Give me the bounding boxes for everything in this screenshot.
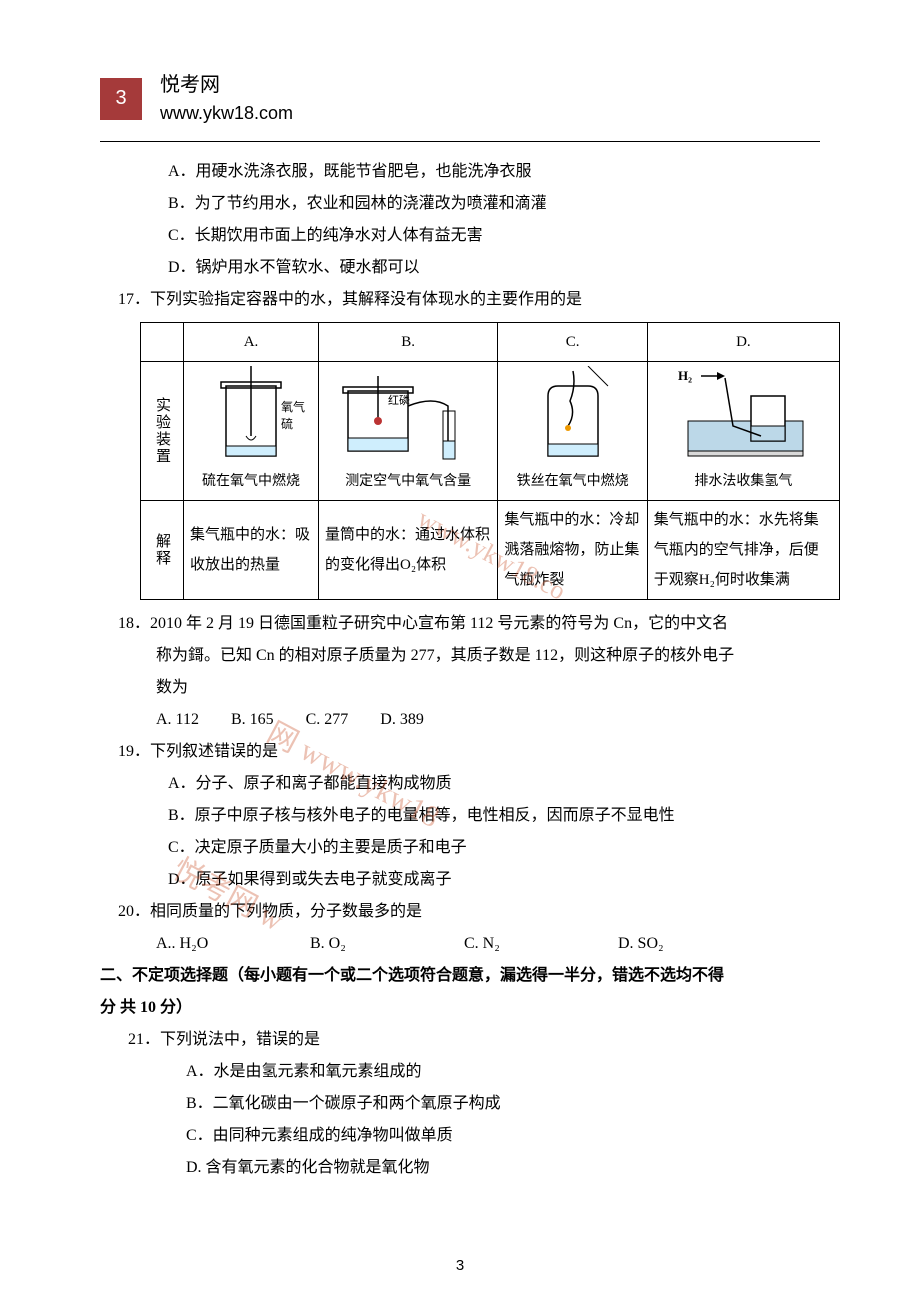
q17-table-wrap: A. B. C. D. 实验装置 氧气 硫 硫在 xyxy=(100,322,820,600)
q19-options: A．分子、原子和离子都能直接构成物质 B．原子中原子核与核外电子的电量相等，电性… xyxy=(100,768,820,896)
option-c: C．由同种元素组成的纯净物叫做单质 xyxy=(186,1120,820,1152)
q17-table: A. B. C. D. 实验装置 氧气 硫 硫在 xyxy=(140,322,840,600)
col-header-c: C. xyxy=(498,323,647,362)
svg-text:红磷: 红磷 xyxy=(388,394,410,407)
q21-stem: 21．下列说法中，错误的是 xyxy=(100,1024,820,1056)
diagram-cell-d: H₂ 排水法收集氢气 xyxy=(647,362,839,501)
site-info: 悦考网 www.ykw18.com xyxy=(160,70,293,127)
q17-stem: 17．下列实验指定容器中的水，其解释没有体现水的主要作用的是 xyxy=(100,284,820,316)
oxygen-measure-icon: 红磷 xyxy=(333,366,483,466)
diagram-cell-a: 氧气 硫 硫在氧气中燃烧 xyxy=(184,362,319,501)
q18-options: A. 112 B. 165 C. 277 D. 389 xyxy=(100,704,820,736)
caption-b: 测定空气中氧气含量 xyxy=(325,466,491,496)
option-c: C. N₂ xyxy=(464,928,614,960)
option-b: B. O₂ xyxy=(310,928,460,960)
option-d: D. 含有氧元素的化合物就是氧化物 xyxy=(186,1152,820,1184)
option-d: D. SO₂ xyxy=(618,928,664,960)
row-header-explain: 解释 xyxy=(141,501,184,600)
hydrogen-collect-icon: H₂ xyxy=(673,366,813,466)
diagram-cell-b: 红磷 测定空气中氧气含量 xyxy=(319,362,498,501)
col-header-b: B. xyxy=(319,323,498,362)
explain-a: 集气瓶中的水：吸收放出的热量 xyxy=(184,501,319,600)
svg-text:硫: 硫 xyxy=(281,416,293,431)
option-a: A．水是由氢元素和氧元素组成的 xyxy=(186,1056,820,1088)
table-corner xyxy=(141,323,184,362)
q18-stem-line1: 18．2010 年 2 月 19 日德国重粒子研究中心宣布第 112 号元素的符… xyxy=(100,608,820,640)
q20-stem: 20．相同质量的下列物质，分子数最多的是 xyxy=(100,896,820,928)
svg-text:氧气: 氧气 xyxy=(281,399,305,414)
option-b: B．为了节约用水，农业和园林的浇灌改为喷灌和滴灌 xyxy=(168,188,820,220)
q18-stem-line3: 数为 xyxy=(100,672,820,704)
diagram-cell-c: 铁丝在氧气中燃烧 xyxy=(498,362,647,501)
q21-options: A．水是由氢元素和氧元素组成的 B．二氧化碳由一个碳原子和两个氧原子构成 C．由… xyxy=(100,1056,820,1184)
option-c: C．决定原子质量大小的主要是质子和电子 xyxy=(168,832,820,864)
document-body: A．用硬水洗涤衣服，既能节省肥皂，也能洗净衣服 B．为了节约用水，农业和园林的浇… xyxy=(100,156,820,1184)
header-divider xyxy=(100,141,820,142)
section2-heading-line1: 二、不定项选择题（每小题有一个或二个选项符合题意，漏选得一半分，错选不选均不得 xyxy=(100,960,820,992)
site-url: www.ykw18.com xyxy=(160,100,293,127)
explain-c: 集气瓶中的水：冷却溅落融熔物，防止集气瓶炸裂 xyxy=(498,501,647,600)
q18-stem-line2: 称为鎶。已知 Cn 的相对原子质量为 277，其质子数是 112，则这种原子的核… xyxy=(100,640,820,672)
q19-stem: 19．下列叙述错误的是 xyxy=(100,736,820,768)
explain-d: 集气瓶中的水：水先将集气瓶内的空气排净，后便于观察H₂何时收集满 xyxy=(647,501,839,600)
option-a: A．分子、原子和离子都能直接构成物质 xyxy=(168,768,820,800)
caption-a: 硫在氧气中燃烧 xyxy=(190,466,312,496)
option-d: D．锅炉用水不管软水、硬水都可以 xyxy=(168,252,820,284)
row-header-apparatus: 实验装置 xyxy=(141,362,184,501)
option-a: A.. H₂O xyxy=(156,928,306,960)
site-name: 悦考网 xyxy=(160,70,293,100)
caption-c: 铁丝在氧气中燃烧 xyxy=(504,466,640,496)
col-header-a: A. xyxy=(184,323,319,362)
svg-text:H₂: H₂ xyxy=(678,368,692,383)
option-d: D．原子如果得到或失去电子就变成离子 xyxy=(168,864,820,896)
option-a: A．用硬水洗涤衣服，既能节省肥皂，也能洗净衣服 xyxy=(168,156,820,188)
q16-options: A．用硬水洗涤衣服，既能节省肥皂，也能洗净衣服 B．为了节约用水，农业和园林的浇… xyxy=(100,156,820,284)
q20-options: A.. H₂O B. O₂ C. N₂ D. SO₂ xyxy=(100,928,820,960)
document-header: 3 悦考网 www.ykw18.com xyxy=(100,70,820,127)
option-b: B．原子中原子核与核外电子的电量相等，电性相反，因而原子不显电性 xyxy=(168,800,820,832)
option-b: B．二氧化碳由一个碳原子和两个氧原子构成 xyxy=(186,1088,820,1120)
option-c: C．长期饮用市面上的纯净水对人体有益无害 xyxy=(168,220,820,252)
footer-page-number: 3 xyxy=(0,1257,920,1274)
iron-burning-icon xyxy=(518,366,628,466)
col-header-d: D. xyxy=(647,323,839,362)
sulfur-burning-icon: 氧气 硫 xyxy=(196,366,306,466)
section2-heading-line2: 分 共 10 分） xyxy=(100,992,820,1024)
caption-d: 排水法收集氢气 xyxy=(654,466,833,496)
explain-b: 量筒中的水：通过水体积的变化得出O₂体积 xyxy=(319,501,498,600)
page-badge: 3 xyxy=(100,78,142,120)
